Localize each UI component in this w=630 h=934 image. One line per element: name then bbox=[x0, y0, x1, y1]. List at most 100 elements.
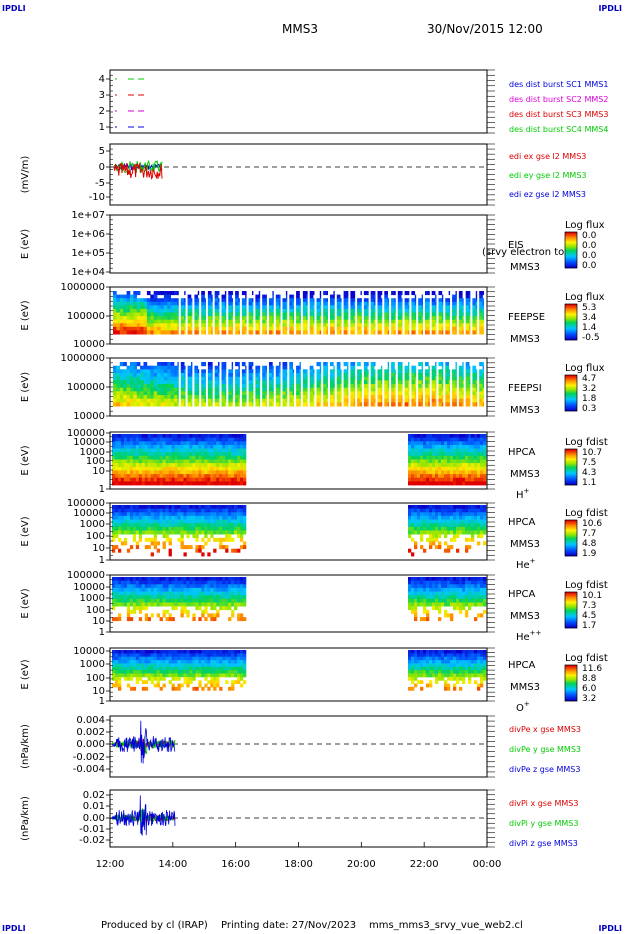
spectrogram-cell bbox=[370, 301, 375, 306]
spectrogram-cell bbox=[456, 452, 460, 457]
spectrogram-cell bbox=[219, 459, 223, 464]
spectrogram-cell bbox=[374, 380, 376, 385]
spectrogram-cell bbox=[309, 330, 314, 335]
spectrogram-cell bbox=[258, 312, 261, 317]
spectrogram-cell bbox=[177, 384, 179, 389]
spectrogram-cell bbox=[136, 316, 141, 321]
spectrogram-cell bbox=[174, 591, 178, 596]
spectrogram-cell bbox=[177, 591, 181, 596]
colorbar-cell bbox=[565, 327, 577, 329]
spectrogram-cell bbox=[153, 319, 158, 324]
spectrogram-cell bbox=[116, 391, 121, 396]
spectrogram-cell bbox=[330, 319, 334, 324]
spectrogram-cell bbox=[252, 402, 254, 407]
spectrogram-cell bbox=[180, 330, 185, 335]
spectrogram-cell bbox=[165, 617, 169, 622]
spectrogram-cell bbox=[456, 477, 460, 482]
spectrogram-cell bbox=[435, 508, 439, 513]
spectrogram-cell bbox=[292, 298, 295, 303]
spectrogram-cell bbox=[153, 395, 158, 400]
spectrogram-cell bbox=[165, 598, 169, 603]
spectrogram-cell bbox=[119, 301, 124, 306]
spectrogram-cell bbox=[408, 376, 410, 381]
spectrogram-cell bbox=[116, 330, 121, 335]
colorbar-title: Log flux bbox=[565, 220, 605, 231]
spectrogram-cell bbox=[343, 301, 348, 306]
spectrogram-cell bbox=[238, 395, 240, 400]
spectrogram-cell bbox=[234, 455, 238, 460]
spectrogram-cell bbox=[397, 301, 402, 306]
spectrogram-cell bbox=[333, 369, 335, 374]
spectrogram-cell bbox=[180, 384, 185, 389]
spectrogram-cell bbox=[275, 391, 280, 396]
spectrogram-cell bbox=[411, 402, 416, 407]
spectrogram-cell bbox=[123, 602, 128, 607]
spectrogram-cell bbox=[421, 387, 423, 392]
spectrogram-cell bbox=[165, 595, 169, 600]
spectrogram-cell bbox=[275, 326, 280, 331]
spectrogram-cell bbox=[469, 384, 471, 389]
spectrogram-cell bbox=[123, 455, 128, 460]
spectrogram-cell bbox=[285, 305, 288, 310]
spectrogram-cell bbox=[112, 587, 116, 592]
spectrogram-cell bbox=[269, 380, 273, 385]
spectrogram-cell bbox=[170, 326, 175, 331]
spectrogram-cell bbox=[438, 316, 443, 321]
spectrogram-cell bbox=[112, 598, 116, 603]
spectrogram-cell bbox=[289, 395, 293, 400]
spectrogram-cell bbox=[309, 380, 314, 385]
spectrogram-cell bbox=[201, 466, 205, 471]
spectrogram-cell bbox=[147, 481, 151, 486]
spectrogram-cell bbox=[162, 534, 166, 539]
spectrogram-cell bbox=[435, 515, 439, 520]
spectrogram-cell bbox=[255, 316, 260, 321]
spectrogram-cell bbox=[330, 298, 334, 303]
spectrogram-cell bbox=[245, 391, 247, 396]
spectrogram-cell bbox=[330, 398, 334, 403]
spectrogram-cell bbox=[150, 530, 154, 535]
spectrogram-cell bbox=[450, 519, 454, 524]
spectrogram-cell bbox=[456, 444, 460, 449]
spectrogram-cell bbox=[174, 291, 178, 296]
colorbar-cell bbox=[565, 451, 577, 453]
spectrogram-cell bbox=[435, 380, 437, 385]
spectrogram-cell bbox=[458, 326, 463, 331]
spectrogram-cell bbox=[450, 448, 454, 453]
spectrogram-cell bbox=[136, 298, 141, 303]
spectrogram-cell bbox=[162, 512, 166, 517]
spectrogram-cell bbox=[132, 459, 137, 464]
spectrogram-cell bbox=[194, 402, 199, 407]
spectrogram-cell bbox=[417, 481, 421, 486]
spectrogram-cell bbox=[258, 384, 261, 389]
spectrogram-cell bbox=[123, 591, 128, 596]
spectrogram-cell bbox=[452, 330, 456, 335]
colorbar-cell bbox=[565, 243, 577, 245]
spectrogram-cell bbox=[140, 298, 144, 303]
spectrogram-cell bbox=[123, 580, 128, 585]
spectrogram-cell bbox=[420, 526, 424, 531]
spectrogram-cell bbox=[282, 365, 287, 370]
spectrogram-cell bbox=[299, 380, 301, 385]
spectrogram-cell bbox=[360, 380, 362, 385]
spectrogram-cell bbox=[118, 474, 122, 479]
spectrogram-cell bbox=[377, 387, 382, 392]
spectrogram-cell bbox=[144, 452, 149, 457]
colorbar-cell bbox=[565, 533, 577, 535]
spectrogram-cell bbox=[292, 384, 295, 389]
spectrogram-cell bbox=[195, 477, 199, 482]
spectrogram-cell bbox=[150, 602, 154, 607]
spectrogram-cell bbox=[299, 369, 301, 374]
spectrogram-cell bbox=[241, 301, 246, 306]
spectrogram-cell bbox=[238, 323, 240, 328]
spectrogram-cell bbox=[221, 387, 226, 392]
spectrogram-cell bbox=[135, 577, 140, 581]
spectrogram-cell bbox=[211, 330, 213, 335]
spectrogram-cell bbox=[245, 398, 247, 403]
spectrogram-cell bbox=[228, 441, 232, 446]
spectrogram-cell bbox=[468, 452, 472, 457]
spectrogram-cell bbox=[471, 470, 475, 475]
spectrogram-cell bbox=[302, 301, 307, 306]
spectrogram-cell bbox=[296, 330, 300, 335]
spectrogram-cell bbox=[429, 519, 433, 524]
spectrogram-cell bbox=[423, 455, 427, 460]
